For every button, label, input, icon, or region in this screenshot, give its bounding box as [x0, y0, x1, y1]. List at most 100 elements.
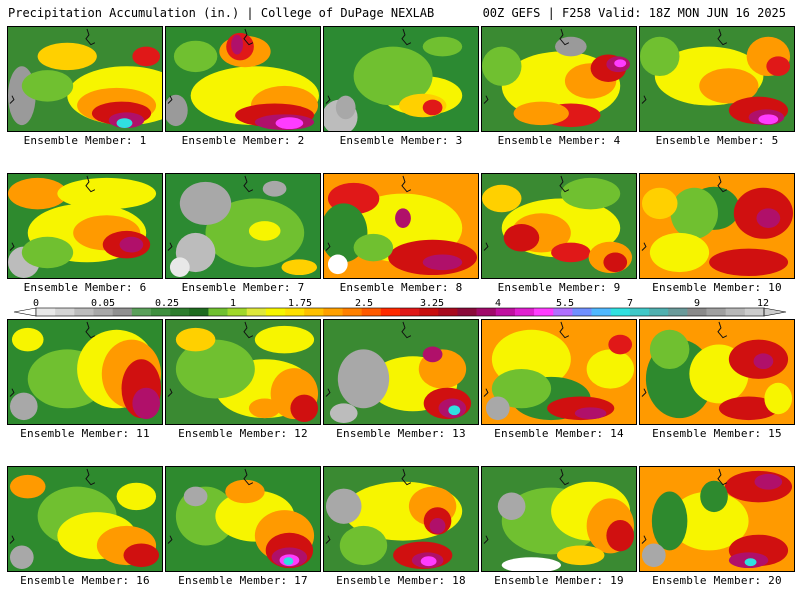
precipitation-map — [323, 319, 479, 425]
colorbar-tick-label: 12 — [757, 298, 769, 309]
coastline — [483, 388, 489, 397]
precip-region — [482, 184, 522, 213]
precip-region — [501, 557, 561, 571]
colorbar-swatch — [476, 308, 497, 316]
precipitation-map — [165, 466, 321, 572]
precip-region — [606, 519, 635, 552]
precip-region — [503, 224, 540, 252]
ensemble-member-label: Ensemble Member: 3 — [339, 134, 463, 147]
ensemble-member-label: Ensemble Member: 14 — [494, 427, 624, 440]
ensemble-panel: Ensemble Member: 16 — [7, 466, 163, 596]
colorbar-tick-label: 1.75 — [288, 298, 312, 309]
ensemble-member-label: Ensemble Member: 18 — [336, 574, 466, 587]
ensemble-member-label: Ensemble Member: 15 — [652, 427, 782, 440]
coastline — [167, 95, 173, 104]
precip-region — [116, 118, 133, 129]
precip-region — [482, 46, 522, 86]
precip-region — [123, 543, 160, 568]
precip-region — [555, 36, 587, 57]
ensemble-panel: Ensemble Member: 3 — [323, 26, 479, 156]
precip-region — [166, 94, 188, 127]
precipitation-map — [7, 26, 163, 132]
precip-region — [700, 480, 728, 513]
ensemble-panel: Ensemble Member: 10 — [639, 173, 795, 303]
coastline — [85, 321, 96, 339]
precip-region — [551, 242, 591, 263]
precip-region — [175, 339, 255, 399]
coastline — [325, 95, 331, 104]
precip-region — [709, 248, 789, 277]
ensemble-panel: Ensemble Member: 1 — [7, 26, 163, 156]
coastline — [243, 321, 254, 339]
precip-region — [744, 558, 757, 567]
precipitation-map — [323, 26, 479, 132]
precip-region — [448, 405, 461, 416]
precip-region — [325, 488, 362, 524]
precip-region — [281, 259, 318, 276]
colorbar-swatch — [55, 308, 75, 316]
colorbar-swatch — [687, 308, 707, 316]
ensemble-panel: Ensemble Member: 13 — [323, 319, 479, 449]
precip-region — [9, 392, 38, 421]
coastline — [641, 535, 647, 544]
colorbar-tick-label: 1 — [230, 298, 236, 309]
precip-region — [225, 479, 265, 504]
precipitation-map — [165, 26, 321, 132]
precip-region — [497, 492, 526, 520]
run-info: 00Z GEFS | F258 Valid: 18Z MON JUN 16 20… — [482, 6, 786, 20]
colorbar-tick-label: 2.5 — [355, 298, 373, 309]
ensemble-panel: Ensemble Member: 9 — [481, 173, 637, 303]
precip-region — [9, 545, 34, 570]
coastline — [717, 321, 728, 339]
coastline — [401, 468, 412, 486]
ensemble-panel: Ensemble Member: 17 — [165, 466, 321, 596]
colorbar-swatch — [265, 308, 286, 316]
ensemble-panel: Ensemble Member: 8 — [323, 173, 479, 303]
colorbar-swatch — [591, 308, 612, 316]
ensemble-panel: Ensemble Member: 7 — [165, 173, 321, 303]
precip-region — [718, 396, 779, 421]
precip-region — [9, 474, 46, 499]
coastline — [243, 28, 254, 46]
colorbar-swatch — [189, 308, 209, 316]
precip-region — [699, 68, 759, 104]
colorbar-left-arrow — [13, 307, 37, 317]
colorbar-swatch — [227, 308, 248, 316]
precipitation-map — [481, 173, 637, 279]
colorbar-swatch — [495, 308, 516, 316]
colorbar-swatch — [74, 308, 94, 316]
precip-region — [608, 334, 633, 355]
colorbar-swatch — [112, 308, 133, 316]
ensemble-member-label: Ensemble Member: 13 — [336, 427, 466, 440]
precip-region — [21, 236, 74, 269]
ensemble-panel: Ensemble Member: 14 — [481, 319, 637, 449]
colorbar-swatch — [361, 308, 382, 316]
colorbar-swatch — [572, 308, 592, 316]
ensemble-member-label: Ensemble Member: 8 — [339, 281, 463, 294]
colorbar-swatch — [285, 308, 305, 316]
precip-region — [753, 353, 774, 370]
precip-region — [603, 252, 628, 273]
precipitation-map — [7, 173, 163, 279]
precip-region — [422, 254, 463, 271]
precip-region — [422, 36, 463, 57]
precipitation-map — [639, 26, 795, 132]
precip-region — [335, 95, 356, 120]
colorbar-swatch — [419, 308, 439, 316]
coastline — [167, 242, 173, 251]
precip-region — [11, 327, 44, 352]
precip-region — [641, 543, 666, 568]
precipitation-map — [323, 466, 479, 572]
precip-region — [337, 349, 390, 409]
ensemble-member-label: Ensemble Member: 4 — [497, 134, 621, 147]
precip-region — [57, 177, 157, 210]
colorbar-swatch — [610, 308, 631, 316]
precipitation-map — [7, 319, 163, 425]
colorbar-swatch — [342, 308, 362, 316]
ensemble-member-label: Ensemble Member: 16 — [20, 574, 150, 587]
precipitation-map — [165, 173, 321, 279]
precip-region — [491, 369, 552, 409]
precip-region — [651, 491, 688, 551]
ensemble-panel: Ensemble Member: 18 — [323, 466, 479, 596]
colorbar-swatch — [514, 308, 535, 316]
